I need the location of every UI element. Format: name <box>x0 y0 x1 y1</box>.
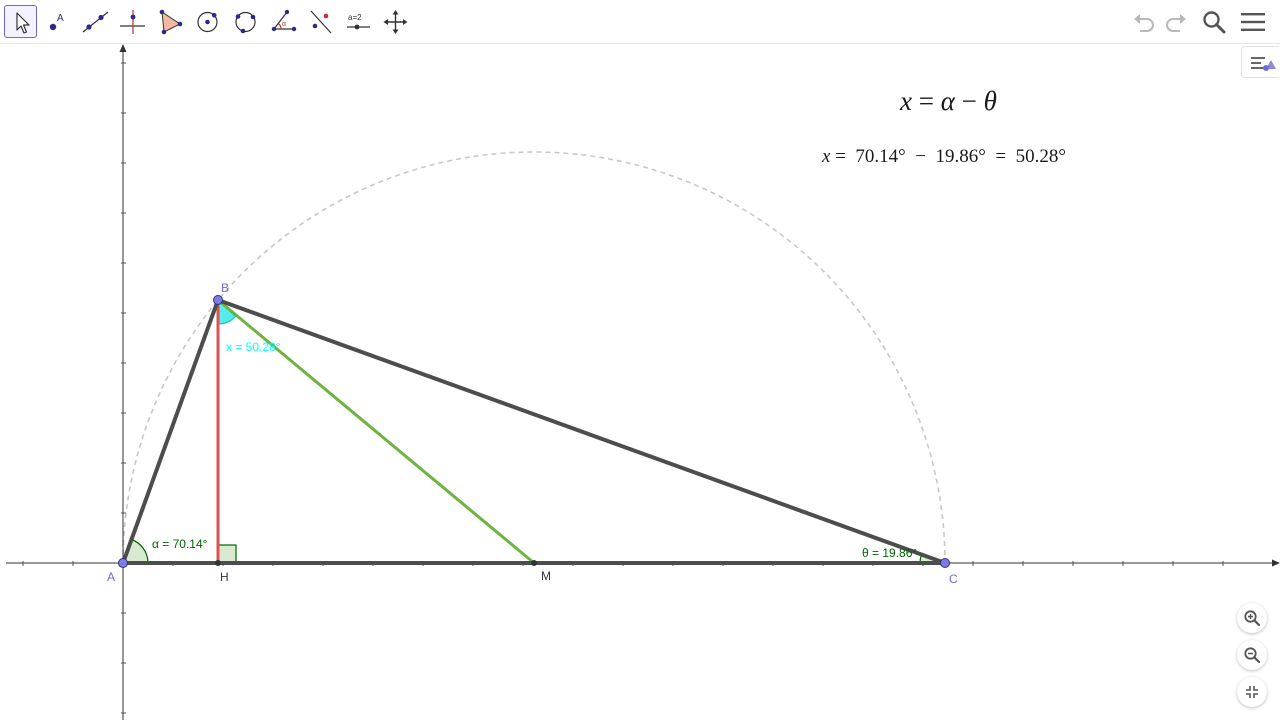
slider-tool-label: a=2 <box>348 13 362 22</box>
redo-icon <box>1166 14 1186 32</box>
label-b: B <box>221 281 229 295</box>
angle-icon: α <box>271 9 297 32</box>
reflect-about-line-icon <box>310 10 332 34</box>
search-button[interactable] <box>1200 8 1228 36</box>
formula-1-x: x <box>900 86 912 116</box>
point-tool-button[interactable]: A <box>42 5 75 38</box>
circle-center-point-icon <box>197 11 218 33</box>
formula-2-x: x <box>822 146 831 167</box>
y-axis-arrow <box>119 44 127 52</box>
median-bm[interactable] <box>217 298 535 565</box>
redo-button[interactable] <box>1162 8 1190 36</box>
point-icon: A <box>49 13 64 31</box>
angle-x-label: x = 50.28° <box>226 340 281 354</box>
search-icon <box>1203 11 1226 34</box>
line-icon <box>82 11 109 33</box>
formula-x-equals-alpha-minus-theta[interactable]: x = α − θ <box>900 86 997 117</box>
graphics-style-bar-icon <box>1251 57 1276 71</box>
semicircle[interactable] <box>122 151 946 564</box>
label-h: H <box>220 570 229 584</box>
angle-tool-label: α <box>282 21 286 28</box>
perpendicular-tool-button[interactable] <box>116 5 149 38</box>
point-h[interactable] <box>215 560 221 566</box>
graphics-view[interactable]: A B C H M α = 70.14° θ = 19.86° x = 50.2… <box>0 44 1280 720</box>
style-bar-toggle[interactable] <box>1241 46 1279 78</box>
circle-tool-button[interactable] <box>191 5 224 38</box>
formula-2-eq: = <box>835 146 846 167</box>
slider-tool-button[interactable]: a=2 <box>342 5 375 38</box>
move-graphics-view-icon <box>383 10 408 34</box>
polygon-icon <box>159 9 183 35</box>
exit-fullscreen-icon <box>1246 686 1258 698</box>
undo-icon <box>1134 14 1154 32</box>
formula-1-theta: θ <box>983 86 997 116</box>
line-tool-button[interactable] <box>79 5 112 38</box>
zoom-out-icon <box>1244 647 1261 664</box>
geometry-canvas[interactable]: A B C H M α = 70.14° θ = 19.86° x = 50.2… <box>0 44 1280 720</box>
label-m: M <box>541 569 551 583</box>
point-m[interactable] <box>531 560 537 566</box>
axes <box>6 44 1280 720</box>
formula-1-minus: − <box>961 86 977 116</box>
zoom-out-button[interactable] <box>1237 640 1267 670</box>
angle-alpha-label: α = 70.14° <box>152 537 208 551</box>
hamburger-menu-icon <box>1241 13 1265 31</box>
formula-numeric[interactable]: x = 70.14° − 19.86° = 50.28° <box>822 146 1066 168</box>
formula-2-theta-value: 19.86° <box>935 146 986 167</box>
perpendicular-line-icon <box>120 10 145 34</box>
toolbar: A <box>0 0 1280 44</box>
slider-icon: a=2 <box>347 13 370 30</box>
polygon-tool-button[interactable] <box>153 5 186 38</box>
formula-1-alpha: α <box>940 86 955 116</box>
move-tool-button[interactable] <box>4 5 37 38</box>
zoom-in-button[interactable] <box>1237 603 1267 633</box>
y-axis-ticks <box>121 62 126 714</box>
point-c[interactable] <box>940 558 950 568</box>
circle-three-points-tool-button[interactable] <box>229 5 262 38</box>
angle-theta-label: θ = 19.86° <box>862 546 917 560</box>
formula-2-result: 50.28° <box>1015 146 1066 167</box>
fullscreen-button[interactable] <box>1237 677 1267 707</box>
circle-three-points-icon <box>235 11 256 34</box>
undo-button[interactable] <box>1130 8 1158 36</box>
point-a[interactable] <box>118 558 128 568</box>
formula-2-eq2: = <box>995 146 1007 167</box>
zoom-in-icon <box>1244 610 1261 627</box>
formula-1-eq: = <box>918 86 934 116</box>
main-menu-button[interactable] <box>1239 8 1267 36</box>
formula-2-alpha-value: 70.14° <box>855 146 906 167</box>
move-view-tool-button[interactable] <box>379 5 412 38</box>
angle-tool-button[interactable]: α <box>267 5 300 38</box>
x-axis-arrow <box>1272 559 1280 567</box>
label-c: C <box>949 572 958 586</box>
label-a: A <box>107 570 115 584</box>
point-b[interactable] <box>213 295 223 305</box>
reflect-tool-button[interactable] <box>304 5 337 38</box>
point-tool-label: A <box>57 13 64 24</box>
formula-2-minus: − <box>915 146 926 167</box>
right-angle-marker[interactable] <box>217 544 237 564</box>
move-cursor-icon <box>16 12 30 34</box>
